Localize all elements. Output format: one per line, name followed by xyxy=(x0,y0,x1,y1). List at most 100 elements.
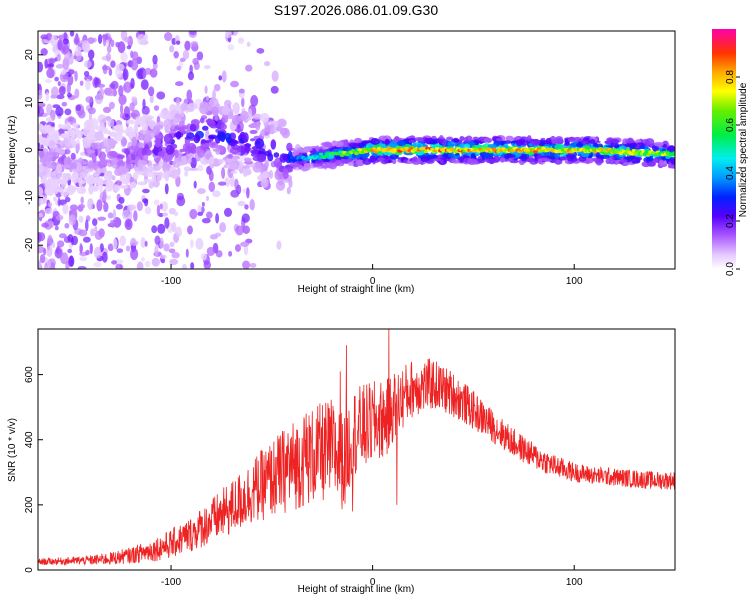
spectrogram-cell xyxy=(124,148,131,155)
spectrogram-noise-blob xyxy=(215,250,223,258)
spectrogram-noise-blob xyxy=(230,80,240,88)
spectrogram-noise-blob xyxy=(74,88,80,99)
spectrogram-ridge-cell xyxy=(618,151,624,155)
spectrogram-noise-blob xyxy=(79,242,83,255)
colorbar-tick-label: 0.2 xyxy=(725,214,736,228)
spectrogram-noise-blob xyxy=(45,33,53,41)
spectrogram-noise-blob xyxy=(229,175,235,188)
spectrogram-noise-blob xyxy=(190,239,194,249)
snr-xtick-label: 0 xyxy=(370,577,376,588)
spectrogram-cell xyxy=(181,155,187,162)
spectrogram-cell xyxy=(666,145,675,151)
snr-xlabel: Height of straight line (km) xyxy=(298,584,415,595)
spectrogram-cell xyxy=(57,124,64,129)
spectrogram-cell xyxy=(287,150,293,162)
spectrogram-noise-blob xyxy=(79,80,84,86)
spectrogram-noise-blob xyxy=(192,57,199,65)
spectrogram-xtick-label: 0 xyxy=(370,276,376,287)
spectrogram-cell xyxy=(199,103,209,115)
spectrogram-noise-blob xyxy=(64,108,72,116)
spectrogram-noise-blob xyxy=(242,260,251,269)
spectrogram-ridge-cell xyxy=(339,153,345,158)
spectrogram-noise-blob xyxy=(74,70,78,82)
spectrogram-noise-blob xyxy=(164,183,169,195)
spectrogram-cell xyxy=(108,137,116,148)
spectrogram-cell xyxy=(391,158,397,165)
spectrogram-cell xyxy=(485,158,494,164)
spectrogram-noise-blob xyxy=(161,201,168,212)
spectrogram-cell xyxy=(126,164,135,170)
spectrogram-cell xyxy=(70,152,76,160)
spectrogram-noise-blob xyxy=(84,75,93,82)
spectrogram-noise-blob xyxy=(67,248,73,254)
spectrogram-noise-blob xyxy=(224,177,231,187)
spectrogram-noise-blob xyxy=(40,48,48,56)
spectrogram-noise-blob xyxy=(96,199,103,212)
spectrogram-noise-blob xyxy=(151,257,160,267)
spectrogram-noise-blob xyxy=(110,80,119,90)
spectrogram-noise-blob xyxy=(123,81,132,93)
spectrogram-cell xyxy=(451,159,461,164)
spectrogram-noise-blob xyxy=(176,65,182,71)
spectrogram-cell xyxy=(432,158,442,162)
spectrogram-noise-blob xyxy=(75,104,82,112)
spectrogram-noise-blob xyxy=(241,213,250,223)
spectrogram-cell xyxy=(204,140,212,144)
spectrogram-noise-blob xyxy=(63,31,68,41)
spectrogram-cell xyxy=(256,153,267,163)
spectrogram-ridge-cell xyxy=(289,156,295,160)
spectrogram-noise-blob xyxy=(51,86,59,98)
spectrogram-noise-blob xyxy=(78,215,84,223)
spectrogram-noise-blob xyxy=(103,201,109,213)
spectrogram-noise-blob xyxy=(92,218,98,227)
spectrogram-noise-blob xyxy=(38,212,43,218)
spectrogram-noise-blob xyxy=(263,61,271,67)
spectrogram-cell xyxy=(121,138,128,146)
spectrogram-noise-blob xyxy=(162,212,168,217)
spectrogram-noise-blob xyxy=(46,68,55,79)
spectrogram-noise-blob xyxy=(126,45,132,50)
spectrogram-noise-blob xyxy=(97,114,107,125)
spectrogram-cell xyxy=(158,112,167,119)
spectrogram-cell xyxy=(245,143,250,154)
spectrogram-noise-blob xyxy=(197,211,204,216)
spectrogram-cell xyxy=(103,171,113,182)
spectrogram-cell xyxy=(505,135,514,142)
spectrogram-cell xyxy=(250,152,258,157)
spectrogram-cell xyxy=(212,148,222,152)
spectrogram-cell xyxy=(104,184,114,192)
spectrogram-noise-blob xyxy=(276,240,282,250)
spectrogram-ridge-cell xyxy=(541,146,546,150)
spectrogram-cell xyxy=(153,172,161,176)
spectrogram-cell xyxy=(38,186,44,196)
spectrogram-noise-blob xyxy=(109,219,115,227)
spectrogram-cell xyxy=(347,161,355,166)
spectrogram-cell xyxy=(670,158,675,165)
spectrogram-cell xyxy=(232,103,239,110)
spectrogram-noise-blob xyxy=(235,225,244,236)
spectrogram-noise-blob xyxy=(68,214,76,226)
spectrogram-cell xyxy=(154,134,164,139)
spectrogram-noise-blob xyxy=(190,262,195,269)
spectrogram-cell xyxy=(273,152,280,158)
spectrogram-noise-blob xyxy=(60,252,69,265)
spectrogram-cell xyxy=(116,154,125,159)
spectrogram-cell xyxy=(389,154,399,160)
spectrogram-cell xyxy=(67,184,75,196)
spectrogram-noise-blob xyxy=(110,39,115,48)
spectrogram-cell xyxy=(46,164,54,169)
spectrogram-xlabel: Height of straight line (km) xyxy=(298,284,415,295)
spectrogram-cell xyxy=(187,142,197,153)
spectrogram-cell xyxy=(282,168,289,180)
spectrogram-cell xyxy=(143,178,153,183)
spectrogram-noise-blob xyxy=(126,220,131,228)
spectrogram-noise-blob xyxy=(44,208,53,215)
spectrogram-noise-blob xyxy=(55,214,64,221)
snr-series-line xyxy=(38,329,675,566)
spectrogram-cell xyxy=(112,125,118,131)
spectrogram-cell xyxy=(627,143,637,148)
spectrogram-cell xyxy=(353,137,363,144)
spectrogram-cell xyxy=(87,160,94,169)
spectrogram-cell xyxy=(183,166,191,172)
spectrogram-cell xyxy=(48,178,59,189)
